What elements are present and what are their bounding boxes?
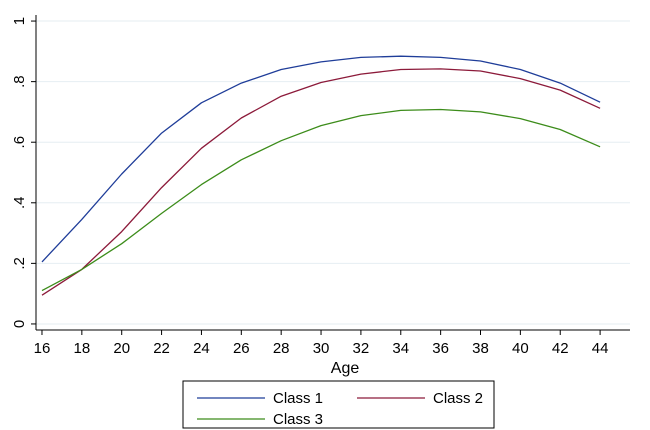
legend-box: [182, 380, 495, 429]
x-ticks: 16 18 20 22 24 26 28 30 32 34 36 38 40 42 44: [34, 330, 609, 357]
x-tick-label-0: 16: [34, 340, 51, 357]
series-line-class-1: [41, 55, 601, 263]
y-tick-label-5: 1: [11, 17, 28, 25]
x-tick-label-4: 24: [193, 340, 210, 357]
x-tick-label-1: 18: [74, 340, 91, 357]
legend: Class 1 Class 2 Class 3: [182, 380, 495, 429]
legend-label-class-2: Class 2: [433, 390, 483, 407]
x-axis-title: Age: [331, 360, 360, 377]
legend-label-class-3: Class 3: [273, 411, 323, 428]
x-tick-label-13: 42: [552, 340, 569, 357]
legend-label-class-1: Class 1: [273, 390, 323, 407]
y-tick-label-3: .6: [11, 136, 28, 149]
series-line-class-3: [41, 108, 601, 292]
x-tick-label-9: 34: [392, 340, 409, 357]
x-tick-label-2: 20: [113, 340, 130, 357]
x-tick-label-7: 30: [313, 340, 330, 357]
series-line-class-2: [41, 68, 601, 296]
x-tick-label-14: 44: [592, 340, 609, 357]
y-tick-label-4: .8: [11, 75, 28, 88]
x-tick-label-3: 22: [153, 340, 170, 357]
grid-lines: [36, 20, 630, 325]
x-tick-label-6: 28: [273, 340, 290, 357]
y-tick-label-0: 0: [11, 320, 28, 328]
x-tick-label-12: 40: [512, 340, 529, 357]
x-tick-label-11: 38: [472, 340, 489, 357]
y-ticks: 0 .2 .4 .6 .8 1: [11, 17, 36, 328]
y-tick-label-2: .4: [11, 197, 28, 210]
axes: [35, 15, 630, 331]
x-tick-label-8: 32: [353, 340, 370, 357]
series-lines: [41, 55, 601, 296]
x-tick-label-10: 36: [432, 340, 449, 357]
x-tick-label-5: 26: [233, 340, 250, 357]
y-tick-label-1: .2: [11, 257, 28, 270]
